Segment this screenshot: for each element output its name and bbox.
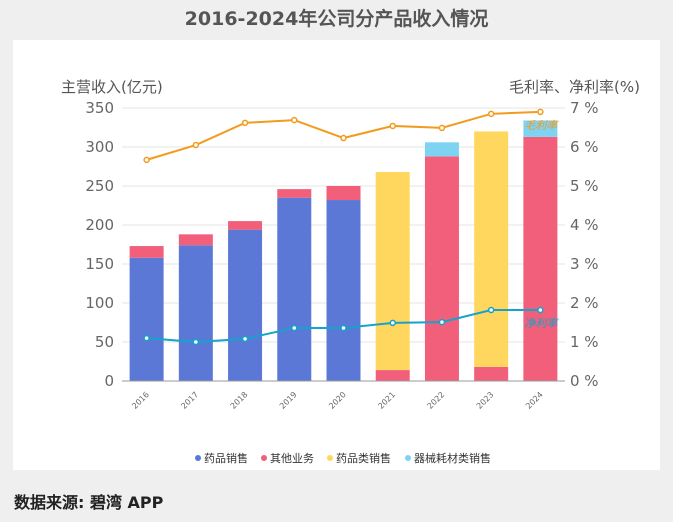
bar-segment	[474, 131, 509, 367]
x-tick-label: 2022	[426, 390, 447, 411]
bar-segment	[375, 370, 410, 381]
line-label: 毛利率	[524, 119, 559, 132]
y2-tick-label: 5 %	[570, 177, 599, 195]
x-tick-label: 2020	[327, 390, 348, 411]
x-tick-label: 2021	[376, 390, 397, 411]
legend-marker	[261, 455, 267, 461]
data-source: 数据来源: 碧湾 APP	[14, 493, 164, 512]
line-point	[438, 318, 446, 326]
y-tick-label: 250	[85, 177, 114, 195]
line-point	[537, 108, 544, 116]
bar-segment	[277, 189, 312, 198]
legend-marker	[327, 455, 333, 461]
bar-segment	[228, 221, 263, 230]
x-tick-label: 2023	[475, 390, 496, 411]
bar-segment	[228, 229, 263, 381]
y-tick-label: 0	[104, 372, 114, 390]
bar-segment	[523, 136, 558, 381]
y-tick-label: 200	[85, 216, 114, 234]
bar-segment	[326, 186, 361, 201]
x-tick-label: 2016	[130, 390, 151, 411]
line-point	[487, 306, 495, 314]
bar-segment	[523, 120, 558, 137]
bar-segment	[178, 245, 213, 381]
line-point	[537, 306, 544, 314]
y-tick-label: 150	[85, 255, 114, 273]
line-point	[487, 110, 495, 118]
line-point	[340, 324, 347, 332]
line-point	[143, 156, 150, 164]
line-point	[291, 324, 298, 332]
bar-segment	[424, 156, 459, 381]
line-point	[241, 119, 249, 127]
legend-item[interactable]: 器械耗材类销售	[414, 451, 491, 465]
line-label: 净利率	[524, 317, 559, 330]
line-point	[389, 122, 396, 130]
y2-tick-label: 3 %	[570, 255, 599, 273]
line-point	[291, 116, 298, 124]
chart-panel: 主营收入(亿元) 毛利率、净利率(%) 毛利率净利率 0 50 100 150 200 25…	[13, 40, 660, 470]
legend-item[interactable]: 药品类销售	[336, 451, 391, 465]
bar-segment	[424, 142, 459, 157]
legend-marker	[195, 455, 201, 461]
x-tick-label: 2018	[229, 390, 250, 411]
legend-item[interactable]: 药品销售	[204, 451, 248, 465]
x-tick-label: 2024	[524, 390, 545, 411]
line-point	[438, 124, 446, 132]
line-point	[340, 134, 347, 142]
chart-title: 2016-2024年公司分产品收入情况	[184, 8, 489, 30]
y2-tick-label: 4 %	[570, 216, 599, 234]
x-tick-label: 2019	[278, 390, 299, 411]
y2-axis-label: 毛利率、净利率(%)	[509, 78, 640, 96]
bar-segment	[474, 366, 509, 381]
y-tick-label: 350	[85, 99, 114, 117]
line-point	[241, 335, 249, 343]
y-tick-label: 300	[85, 138, 114, 156]
bar-segment	[129, 246, 164, 258]
legend-marker	[405, 455, 411, 461]
legend-item[interactable]: 其他业务	[270, 452, 314, 465]
bar-segment	[277, 197, 312, 381]
bar-segment	[375, 171, 410, 371]
y2-tick-label: 0 %	[570, 372, 599, 390]
y-tick-label: 100	[85, 294, 114, 312]
y2-tick-label: 1 %	[570, 333, 599, 351]
y2-tick-label: 7 %	[570, 99, 599, 117]
x-tick-label: 2017	[179, 390, 200, 411]
line-point	[389, 319, 396, 327]
line-point	[143, 334, 150, 342]
line-point	[192, 338, 200, 346]
line-point	[192, 141, 200, 149]
y-tick-label: 50	[95, 333, 114, 351]
y2-tick-label: 2 %	[570, 294, 599, 312]
y-axis-label: 主营收入(亿元)	[61, 78, 163, 96]
bar-segment	[326, 200, 361, 381]
bar-segment	[129, 257, 164, 381]
bar-segment	[178, 234, 213, 246]
y2-tick-label: 6 %	[570, 138, 599, 156]
